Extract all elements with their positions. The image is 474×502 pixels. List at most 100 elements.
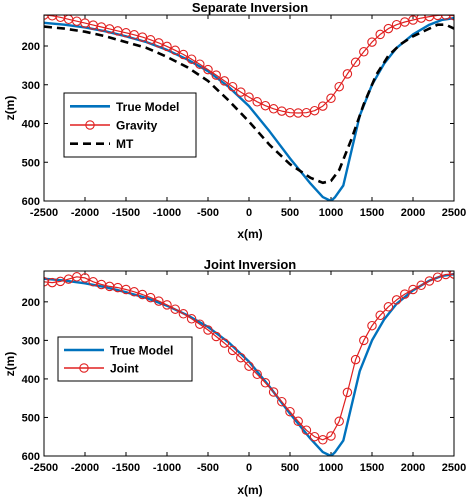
x-tick-label: -1000	[153, 462, 181, 474]
x-tick-label: -500	[197, 207, 219, 219]
data-point	[334, 81, 344, 92]
x-tick-label: -2500	[30, 462, 58, 474]
x-tick-label: -1000	[153, 207, 181, 219]
y-tick-label: 400	[22, 119, 40, 131]
data-point	[260, 100, 271, 111]
x-axis-label: x(m)	[237, 483, 262, 497]
data-point	[162, 300, 172, 310]
data-point	[145, 35, 156, 45]
legend-label: Joint	[110, 362, 139, 376]
legend-box	[57, 336, 193, 382]
chart-title: Joint Inversion	[204, 257, 297, 272]
data-point	[170, 45, 180, 56]
data-point	[301, 425, 312, 435]
data-point	[203, 64, 213, 75]
data-point	[342, 387, 353, 398]
data-point	[244, 92, 254, 102]
legend-marker	[79, 363, 89, 373]
data-point	[383, 23, 394, 34]
data-point	[350, 354, 361, 365]
x-tick-label: -2000	[71, 462, 99, 474]
data-point	[359, 335, 369, 346]
data-point	[391, 19, 402, 30]
data-point	[326, 431, 336, 441]
legend-marker	[85, 120, 95, 130]
data-point	[80, 273, 90, 283]
x-tick-label: 2000	[401, 462, 425, 474]
y-tick-label: 500	[22, 412, 40, 424]
x-tick-label: -2000	[71, 207, 99, 219]
data-point	[260, 378, 271, 388]
x-tick-label: 1000	[319, 462, 343, 474]
data-point	[375, 310, 385, 321]
data-point	[219, 338, 230, 348]
x-tick-label: -500	[197, 462, 219, 474]
data-point	[318, 101, 328, 111]
legend: True Model Joint	[57, 336, 193, 382]
series-line-gravity	[44, 15, 454, 114]
legend: True Model Gravity MT	[63, 92, 197, 158]
x-tick-label: 500	[281, 462, 299, 474]
data-point	[211, 331, 221, 342]
data-point	[400, 289, 410, 299]
data-point	[88, 277, 98, 287]
legend-label: True Model	[110, 344, 173, 358]
data-point	[219, 76, 230, 86]
y-tick-label: 500	[22, 157, 40, 169]
data-point	[318, 435, 328, 445]
data-point	[236, 352, 246, 363]
x-axis-label: x(m)	[237, 227, 262, 241]
x-tick-label: 500	[281, 207, 299, 219]
data-point	[154, 38, 164, 48]
data-point	[309, 105, 320, 116]
y-tick-label: 600	[22, 451, 40, 463]
data-point	[129, 287, 139, 297]
legend-label: True Model	[116, 100, 179, 114]
axes-box	[43, 14, 455, 202]
y-tick-label: 200	[22, 41, 40, 53]
data-point	[227, 81, 238, 92]
data-point	[137, 289, 148, 300]
data-point	[383, 302, 394, 312]
x-tick-label: -2500	[30, 207, 58, 219]
data-point	[342, 69, 353, 79]
x-tick-label: 0	[246, 207, 252, 219]
data-point	[137, 32, 148, 42]
data-point	[309, 431, 320, 442]
y-axis-label: z(m)	[3, 352, 17, 377]
y-tick-label: 600	[22, 196, 40, 208]
data-point	[170, 304, 180, 314]
data-point	[203, 325, 213, 335]
x-tick-label: 2500	[442, 462, 466, 474]
data-point	[391, 295, 402, 305]
x-tick-label: 2000	[401, 207, 425, 219]
x-tick-label: 0	[246, 462, 252, 474]
data-point	[285, 406, 295, 417]
data-point	[178, 309, 189, 319]
data-point	[293, 416, 303, 427]
data-point	[432, 272, 443, 282]
data-point	[252, 97, 262, 107]
data-point	[252, 369, 262, 380]
data-point	[195, 319, 205, 329]
y-tick-label: 400	[22, 374, 40, 386]
chart-joint-inversion: Joint Inversion x(m) z(m) -2500 -2000 -150…	[3, 257, 466, 497]
y-axis-label: z(m)	[3, 96, 17, 121]
data-point	[154, 296, 164, 306]
data-point	[326, 93, 336, 104]
series-line-mt	[44, 23, 454, 185]
data-point	[375, 29, 385, 40]
plot-series	[44, 271, 454, 456]
plot-series	[44, 15, 454, 201]
data-point	[211, 70, 221, 80]
x-tick-label: -1500	[112, 462, 140, 474]
y-tick-label: 300	[22, 335, 40, 347]
x-tick-label: 1500	[360, 207, 384, 219]
data-point	[408, 284, 418, 295]
y-tick-label: 300	[22, 80, 40, 92]
y-tick-label: 200	[22, 297, 40, 309]
data-point	[186, 54, 197, 64]
data-point	[227, 345, 238, 356]
data-point	[236, 87, 246, 97]
